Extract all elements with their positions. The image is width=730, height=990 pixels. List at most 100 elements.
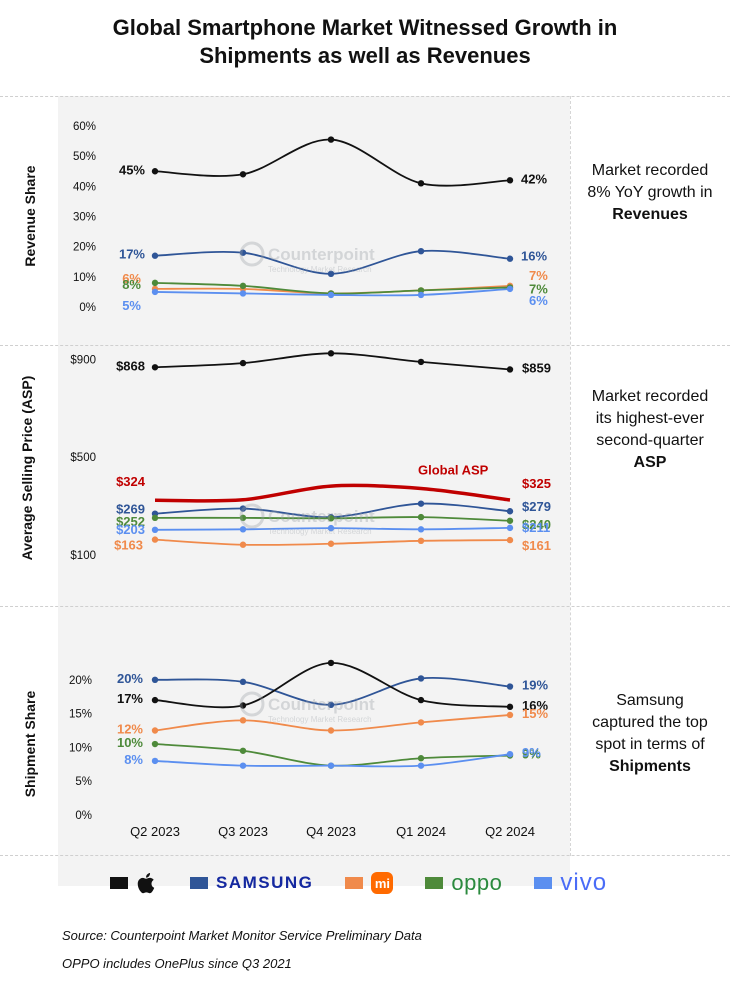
data-point-xiaomi bbox=[239, 541, 247, 548]
data-point-vivo bbox=[151, 757, 159, 765]
data-point-oppo bbox=[239, 747, 247, 754]
data-point-apple bbox=[506, 703, 514, 711]
data-point-oppo bbox=[417, 755, 425, 762]
end-label-samsung: 16% bbox=[521, 249, 547, 264]
data-point-vivo bbox=[151, 526, 159, 534]
data-point-xiaomi bbox=[506, 711, 514, 719]
legend-item-vivo: vivo bbox=[534, 869, 607, 897]
data-point-samsung bbox=[239, 249, 247, 256]
legend-item-apple bbox=[110, 870, 158, 896]
source-line-1: Source: Counterpoint Market Monitor Serv… bbox=[62, 928, 422, 943]
data-point-apple bbox=[239, 702, 247, 709]
start-label-apple: 17% bbox=[117, 691, 143, 706]
title-line-2: Shipments as well as Revenues bbox=[199, 43, 531, 68]
y-tick-label: 30% bbox=[73, 212, 96, 224]
revenue-note-bold: Revenues bbox=[612, 206, 688, 223]
watermark-brand: Counterpoint bbox=[268, 507, 375, 526]
data-point-samsung bbox=[239, 678, 247, 686]
data-point-samsung bbox=[417, 247, 425, 255]
data-point-oppo bbox=[239, 282, 247, 290]
start-label-xiaomi: 6% bbox=[122, 271, 141, 286]
shipment-y-axis-label: Shipment Share bbox=[22, 690, 38, 798]
watermark-tagline: Technology Market Research bbox=[268, 527, 372, 536]
legend: SAMSUNG mi oppo vivo bbox=[110, 868, 639, 898]
start-label-xiaomi: $163 bbox=[114, 538, 143, 553]
watermark-tagline: Technology Market Research bbox=[268, 265, 372, 274]
data-point-apple bbox=[506, 366, 514, 373]
series-line-apple bbox=[154, 138, 511, 187]
revenue-note: Market recorded 8% YoY growth in Revenue… bbox=[584, 160, 716, 226]
end-label-oppo: $240 bbox=[522, 517, 551, 532]
start-label-apple: $868 bbox=[116, 358, 145, 373]
end-label-xiaomi: 7% bbox=[529, 268, 548, 283]
data-point-oppo bbox=[417, 513, 425, 521]
start-label-oppo: $252 bbox=[116, 514, 145, 529]
end-label-apple: 16% bbox=[522, 698, 548, 713]
y-tick-label: 60% bbox=[73, 121, 96, 133]
y-tick-label: 5% bbox=[75, 776, 92, 788]
asp-note-text: Market recorded its highest-ever second-… bbox=[591, 388, 709, 449]
start-label-xiaomi: 12% bbox=[117, 722, 143, 737]
end-label-xiaomi: 15% bbox=[522, 706, 548, 721]
y-tick-label: 20% bbox=[73, 242, 96, 254]
x-tick-label: Q3 2023 bbox=[218, 824, 268, 839]
data-point-vivo bbox=[506, 285, 514, 293]
data-point-xiaomi bbox=[417, 719, 425, 726]
end-label-oppo: 7% bbox=[529, 281, 548, 296]
separator-bottom bbox=[0, 855, 730, 856]
legend-swatch-oppo bbox=[425, 877, 444, 889]
data-point-apple bbox=[151, 364, 159, 371]
data-point-vivo bbox=[417, 291, 425, 299]
y-tick-label: 0% bbox=[75, 810, 92, 822]
separator-top bbox=[0, 96, 730, 97]
plot-background bbox=[58, 96, 570, 886]
data-point-xiaomi bbox=[417, 537, 425, 545]
end-label-global_asp: $325 bbox=[522, 476, 551, 491]
data-point-oppo bbox=[151, 514, 159, 522]
start-label-samsung: 17% bbox=[119, 247, 145, 262]
data-point-apple bbox=[151, 168, 159, 175]
start-label-samsung: $269 bbox=[116, 502, 145, 517]
data-point-vivo bbox=[327, 762, 335, 769]
data-point-samsung bbox=[327, 270, 335, 278]
y-tick-label: 20% bbox=[69, 675, 92, 687]
data-point-samsung bbox=[506, 255, 514, 262]
legend-label-samsung: SAMSUNG bbox=[216, 873, 314, 892]
data-point-vivo bbox=[506, 750, 514, 758]
data-point-xiaomi bbox=[327, 727, 335, 734]
chart-shipment: 0% 5% 10% 15% 20% Q2 2023 Q3 2023 Q4 2023 Q1 202… bbox=[69, 659, 548, 839]
data-point-oppo bbox=[506, 517, 514, 524]
y-tick-label: 10% bbox=[73, 272, 96, 284]
source-line-2: OPPO includes OnePlus since Q3 2021 bbox=[62, 956, 292, 971]
data-point-samsung bbox=[506, 683, 514, 690]
y-tick-label: 0% bbox=[79, 302, 96, 314]
end-label-apple: 42% bbox=[521, 171, 547, 186]
end-label-apple: $859 bbox=[522, 360, 551, 375]
data-point-oppo bbox=[417, 287, 425, 294]
data-point-apple bbox=[506, 177, 514, 184]
start-label-samsung: 20% bbox=[117, 671, 143, 686]
end-label-oppo: 9% bbox=[522, 747, 541, 762]
separator-notes bbox=[570, 96, 571, 856]
end-label-vivo: 9% bbox=[522, 745, 541, 760]
data-point-apple bbox=[239, 359, 247, 367]
chart-title: Global Smartphone Market Witnessed Growt… bbox=[0, 14, 730, 70]
data-point-vivo bbox=[239, 290, 247, 297]
end-label-xiaomi: $161 bbox=[522, 538, 551, 553]
start-label-vivo: 5% bbox=[122, 298, 141, 313]
legend-item-samsung: SAMSUNG bbox=[190, 873, 313, 893]
data-point-xiaomi bbox=[151, 727, 159, 734]
y-tick-label: $900 bbox=[70, 354, 96, 366]
data-point-apple bbox=[417, 696, 425, 704]
data-point-samsung bbox=[417, 500, 425, 507]
start-label-apple: 45% bbox=[119, 162, 145, 177]
watermark-tagline: Technology Market Research bbox=[268, 715, 372, 724]
shipment-note: Samsung captured the top spot in terms o… bbox=[584, 690, 716, 778]
apple-logo-icon bbox=[137, 873, 155, 894]
start-label-global_asp: $324 bbox=[116, 474, 146, 489]
title-line-1: Global Smartphone Market Witnessed Growt… bbox=[112, 15, 618, 40]
